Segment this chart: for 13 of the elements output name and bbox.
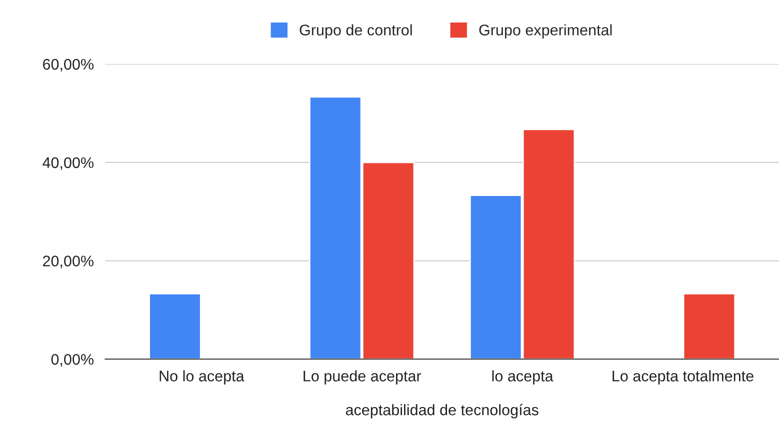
- x-tick-label: No lo acepta: [160, 370, 244, 384]
- x-tick-label: Lo acepta totalmente: [612, 370, 754, 384]
- x-axis-title: aceptabilidad de tecnologías: [346, 404, 538, 418]
- legend-label: Grupo experimental: [479, 24, 612, 38]
- y-tick-label: 0,00%: [51, 354, 94, 367]
- bar: [148, 293, 202, 360]
- x-tick-label: Lo puede aceptar: [304, 370, 422, 384]
- y-tick-label: 40,00%: [42, 157, 94, 170]
- bar: [682, 293, 736, 360]
- y-tick-label: 20,00%: [43, 256, 94, 268]
- x-tick-label: lo acepta: [492, 370, 554, 384]
- y-tick-label: 60,00%: [43, 58, 94, 72]
- legend-label: Grupo de control: [300, 24, 412, 38]
